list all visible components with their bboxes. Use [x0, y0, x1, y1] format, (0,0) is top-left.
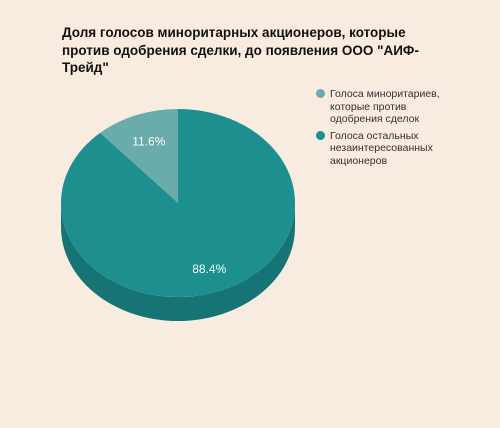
chart-title: Доля голосов миноритарных акционеров, ко…: [62, 25, 419, 75]
legend-item-minority[interactable]: Голоса миноритариев, которые против одоб…: [316, 88, 446, 126]
slice-data-label: 11.6%: [132, 135, 165, 149]
legend-marker-icon: [316, 89, 325, 98]
legend: Голоса миноритариев, которые против одоб…: [316, 88, 446, 171]
legend-label: Голоса миноритариев, которые против одоб…: [330, 88, 440, 125]
pie-slice[interactable]: [100, 109, 178, 203]
pie-slice[interactable]: [60, 109, 295, 297]
legend-marker-icon: [316, 130, 325, 140]
slice-data-label: 88.4%: [192, 262, 226, 276]
legend-label: Голоса остальных незаинтересованных акци…: [330, 129, 433, 167]
pie-side-wall: [61, 203, 295, 321]
legend-item-others[interactable]: Голоса остальных незаинтересованных акци…: [316, 130, 446, 168]
